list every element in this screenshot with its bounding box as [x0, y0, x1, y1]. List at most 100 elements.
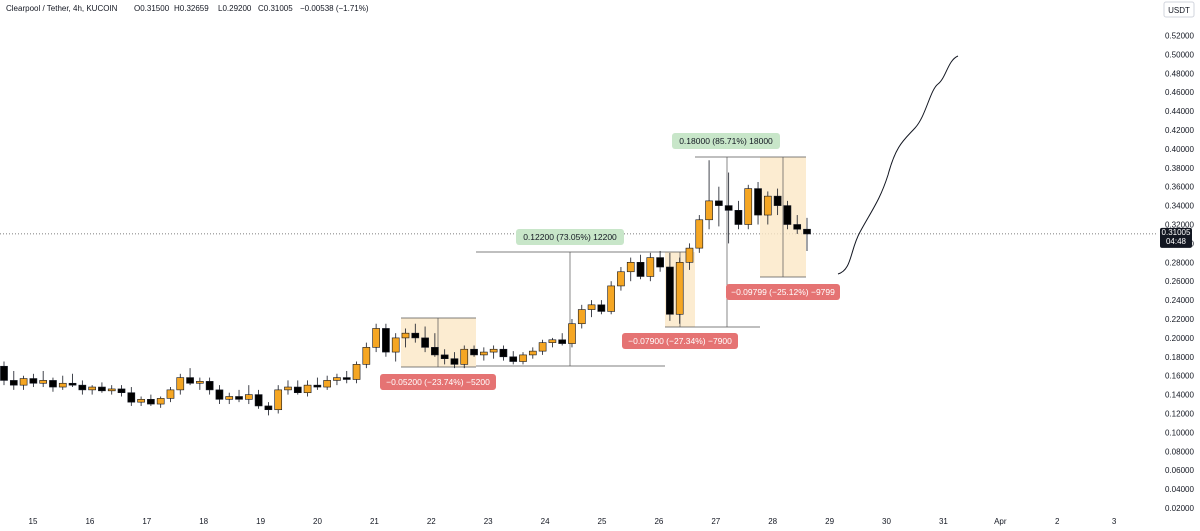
candle-body [411, 332, 420, 339]
candle [244, 385, 253, 405]
candle [450, 352, 459, 369]
y-tick-label: 0.50000 [1165, 50, 1194, 59]
candle-body [391, 337, 400, 353]
label-loss-3-bg [726, 284, 840, 300]
label-loss-1-text: −0.05200 (−23.74%) −5200 [386, 377, 490, 387]
candle-body [568, 323, 576, 344]
x-tick-label: 24 [541, 517, 550, 526]
candle [333, 373, 341, 386]
candle-body [254, 394, 263, 407]
y-tick-label: 0.42000 [1165, 126, 1194, 135]
label-gain-2-bg [672, 133, 780, 149]
currency-button-frame[interactable] [1163, 1, 1195, 18]
y-tick-label: 0.06000 [1165, 466, 1194, 475]
candle-body [724, 205, 733, 211]
candle-body [137, 399, 145, 403]
price-badge-countdown: 04:48 [1166, 237, 1187, 246]
candle [499, 345, 508, 361]
candle [362, 342, 371, 369]
currency-button[interactable]: USDT [1163, 1, 1195, 18]
y-tick-label: 0.02000 [1165, 504, 1194, 513]
currency-label: USDT [1168, 6, 1190, 15]
candle-body [440, 354, 449, 359]
candle [372, 323, 380, 353]
candle-body [333, 377, 341, 381]
projection-curve [837, 55, 959, 275]
candle-body [39, 380, 47, 384]
candle [352, 361, 361, 384]
candle-body [107, 388, 116, 392]
candle-body [607, 285, 615, 312]
candle-body [274, 389, 283, 411]
candle [793, 215, 802, 234]
candle [293, 380, 302, 395]
y-tick-label: 0.20000 [1165, 334, 1194, 343]
candle [88, 385, 96, 395]
candle [68, 373, 77, 388]
x-tick-label: 21 [370, 517, 379, 526]
candle-body [244, 394, 253, 400]
y-tick-label: 0.40000 [1165, 145, 1194, 154]
y-tick-label: 0.24000 [1165, 296, 1194, 305]
price-badge: 0.31005 04:48 [1160, 227, 1192, 248]
candle [470, 345, 478, 357]
candle [577, 304, 586, 329]
y-tick-label: 0.34000 [1165, 202, 1194, 211]
candle [313, 377, 322, 390]
candle [225, 392, 234, 405]
y-tick-label: 0.32000 [1165, 221, 1194, 230]
candle-body [636, 261, 645, 277]
candle-body [29, 378, 38, 384]
candle-body [196, 381, 204, 384]
symbol-title: Clearpool / Tether, 4h, KUCOIN [6, 4, 118, 13]
x-tick-label: 26 [654, 517, 663, 526]
candle-body [499, 348, 508, 358]
candle [411, 323, 420, 343]
label-gain-2-text: 0.18000 (85.71%) 18000 [679, 136, 773, 146]
candle-body [764, 195, 772, 216]
candle [19, 375, 28, 390]
y-tick-label: 0.12000 [1165, 410, 1194, 419]
x-tick-label: 25 [598, 517, 607, 526]
x-tick-label: 22 [427, 517, 436, 526]
candle-body [313, 384, 322, 388]
candle [215, 385, 224, 405]
y-tick-label: 0.16000 [1165, 372, 1194, 381]
y-tick-label: 0.44000 [1165, 107, 1194, 116]
candle [764, 191, 772, 225]
candle [303, 380, 312, 397]
change-value: −0.00538 (−1.71%) [300, 4, 369, 13]
candle [323, 375, 331, 390]
candle [147, 394, 155, 406]
candle [9, 370, 18, 390]
y-tick-label: 0.38000 [1165, 164, 1194, 173]
candle-body [695, 219, 704, 249]
candle-body [773, 195, 782, 206]
candle-body [68, 382, 77, 386]
candle-body [705, 200, 713, 221]
candle [666, 252, 674, 321]
y-tick-label: 0.52000 [1165, 32, 1194, 41]
price-badge-value: 0.31005 [1162, 228, 1191, 237]
x-tick-label: 30 [882, 517, 891, 526]
candle-body [587, 304, 596, 310]
candle [127, 387, 136, 406]
candle [744, 184, 753, 230]
candle [137, 396, 145, 406]
y-tick-label: 0.10000 [1165, 428, 1194, 437]
candle-body [127, 392, 136, 403]
candle-body [352, 364, 361, 380]
measure-lines [401, 156, 806, 368]
candle-body [284, 386, 292, 391]
candle-body [450, 358, 459, 365]
candle-body [558, 339, 567, 344]
candle-body [264, 405, 273, 411]
candle-body [235, 396, 243, 400]
candle-body [548, 339, 557, 343]
label-loss-3: −0.09799 (−25.12%) −9799 [726, 284, 840, 300]
candle-body [793, 224, 802, 230]
candle [724, 172, 733, 244]
candle [342, 370, 351, 384]
candle-body [88, 386, 96, 391]
